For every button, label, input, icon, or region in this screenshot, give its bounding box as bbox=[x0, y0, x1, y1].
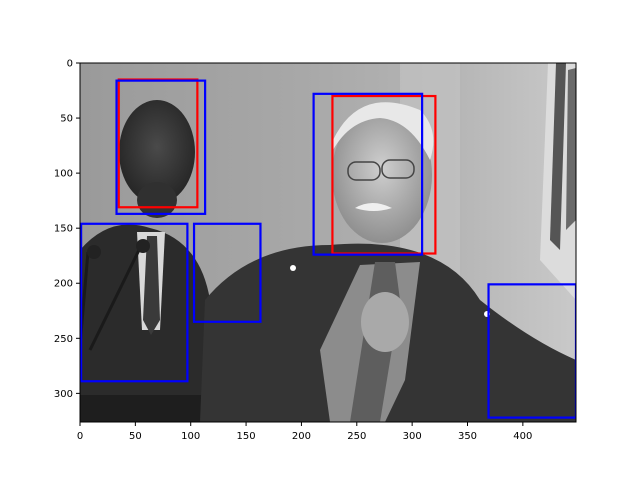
x-tick-label: 50 bbox=[129, 431, 142, 442]
photo-image bbox=[80, 63, 576, 422]
y-tick-label: 250 bbox=[54, 334, 73, 345]
y-tick-label: 100 bbox=[54, 169, 73, 180]
red-box-1 bbox=[331, 94, 437, 255]
x-tick-label: 400 bbox=[513, 431, 532, 442]
x-tick-label: 350 bbox=[458, 431, 477, 442]
y-tick-label: 50 bbox=[60, 114, 73, 125]
x-tick-label: 300 bbox=[403, 431, 422, 442]
x-tick-label: 200 bbox=[292, 431, 311, 442]
blue-box-3 bbox=[312, 92, 424, 256]
blue-box-2 bbox=[115, 79, 207, 215]
x-tick-label: 100 bbox=[181, 431, 200, 442]
bounding-boxes bbox=[80, 78, 576, 419]
blue-box-5 bbox=[192, 222, 262, 323]
blue-box-4 bbox=[80, 222, 189, 383]
y-axis: 0 50 100 150 200 250 300 bbox=[54, 59, 80, 400]
y-tick-label: 150 bbox=[54, 224, 73, 235]
plot-frame bbox=[79, 62, 577, 423]
y-tick-label: 0 bbox=[67, 59, 73, 70]
y-tick-label: 200 bbox=[54, 279, 73, 290]
y-tick-label: 300 bbox=[54, 389, 73, 400]
x-tick-label: 0 bbox=[77, 431, 83, 442]
x-axis: 0 50 100 150 200 250 300 350 400 bbox=[77, 422, 532, 442]
red-box-0 bbox=[117, 78, 199, 209]
x-tick-label: 150 bbox=[237, 431, 256, 442]
x-tick-label: 250 bbox=[347, 431, 366, 442]
